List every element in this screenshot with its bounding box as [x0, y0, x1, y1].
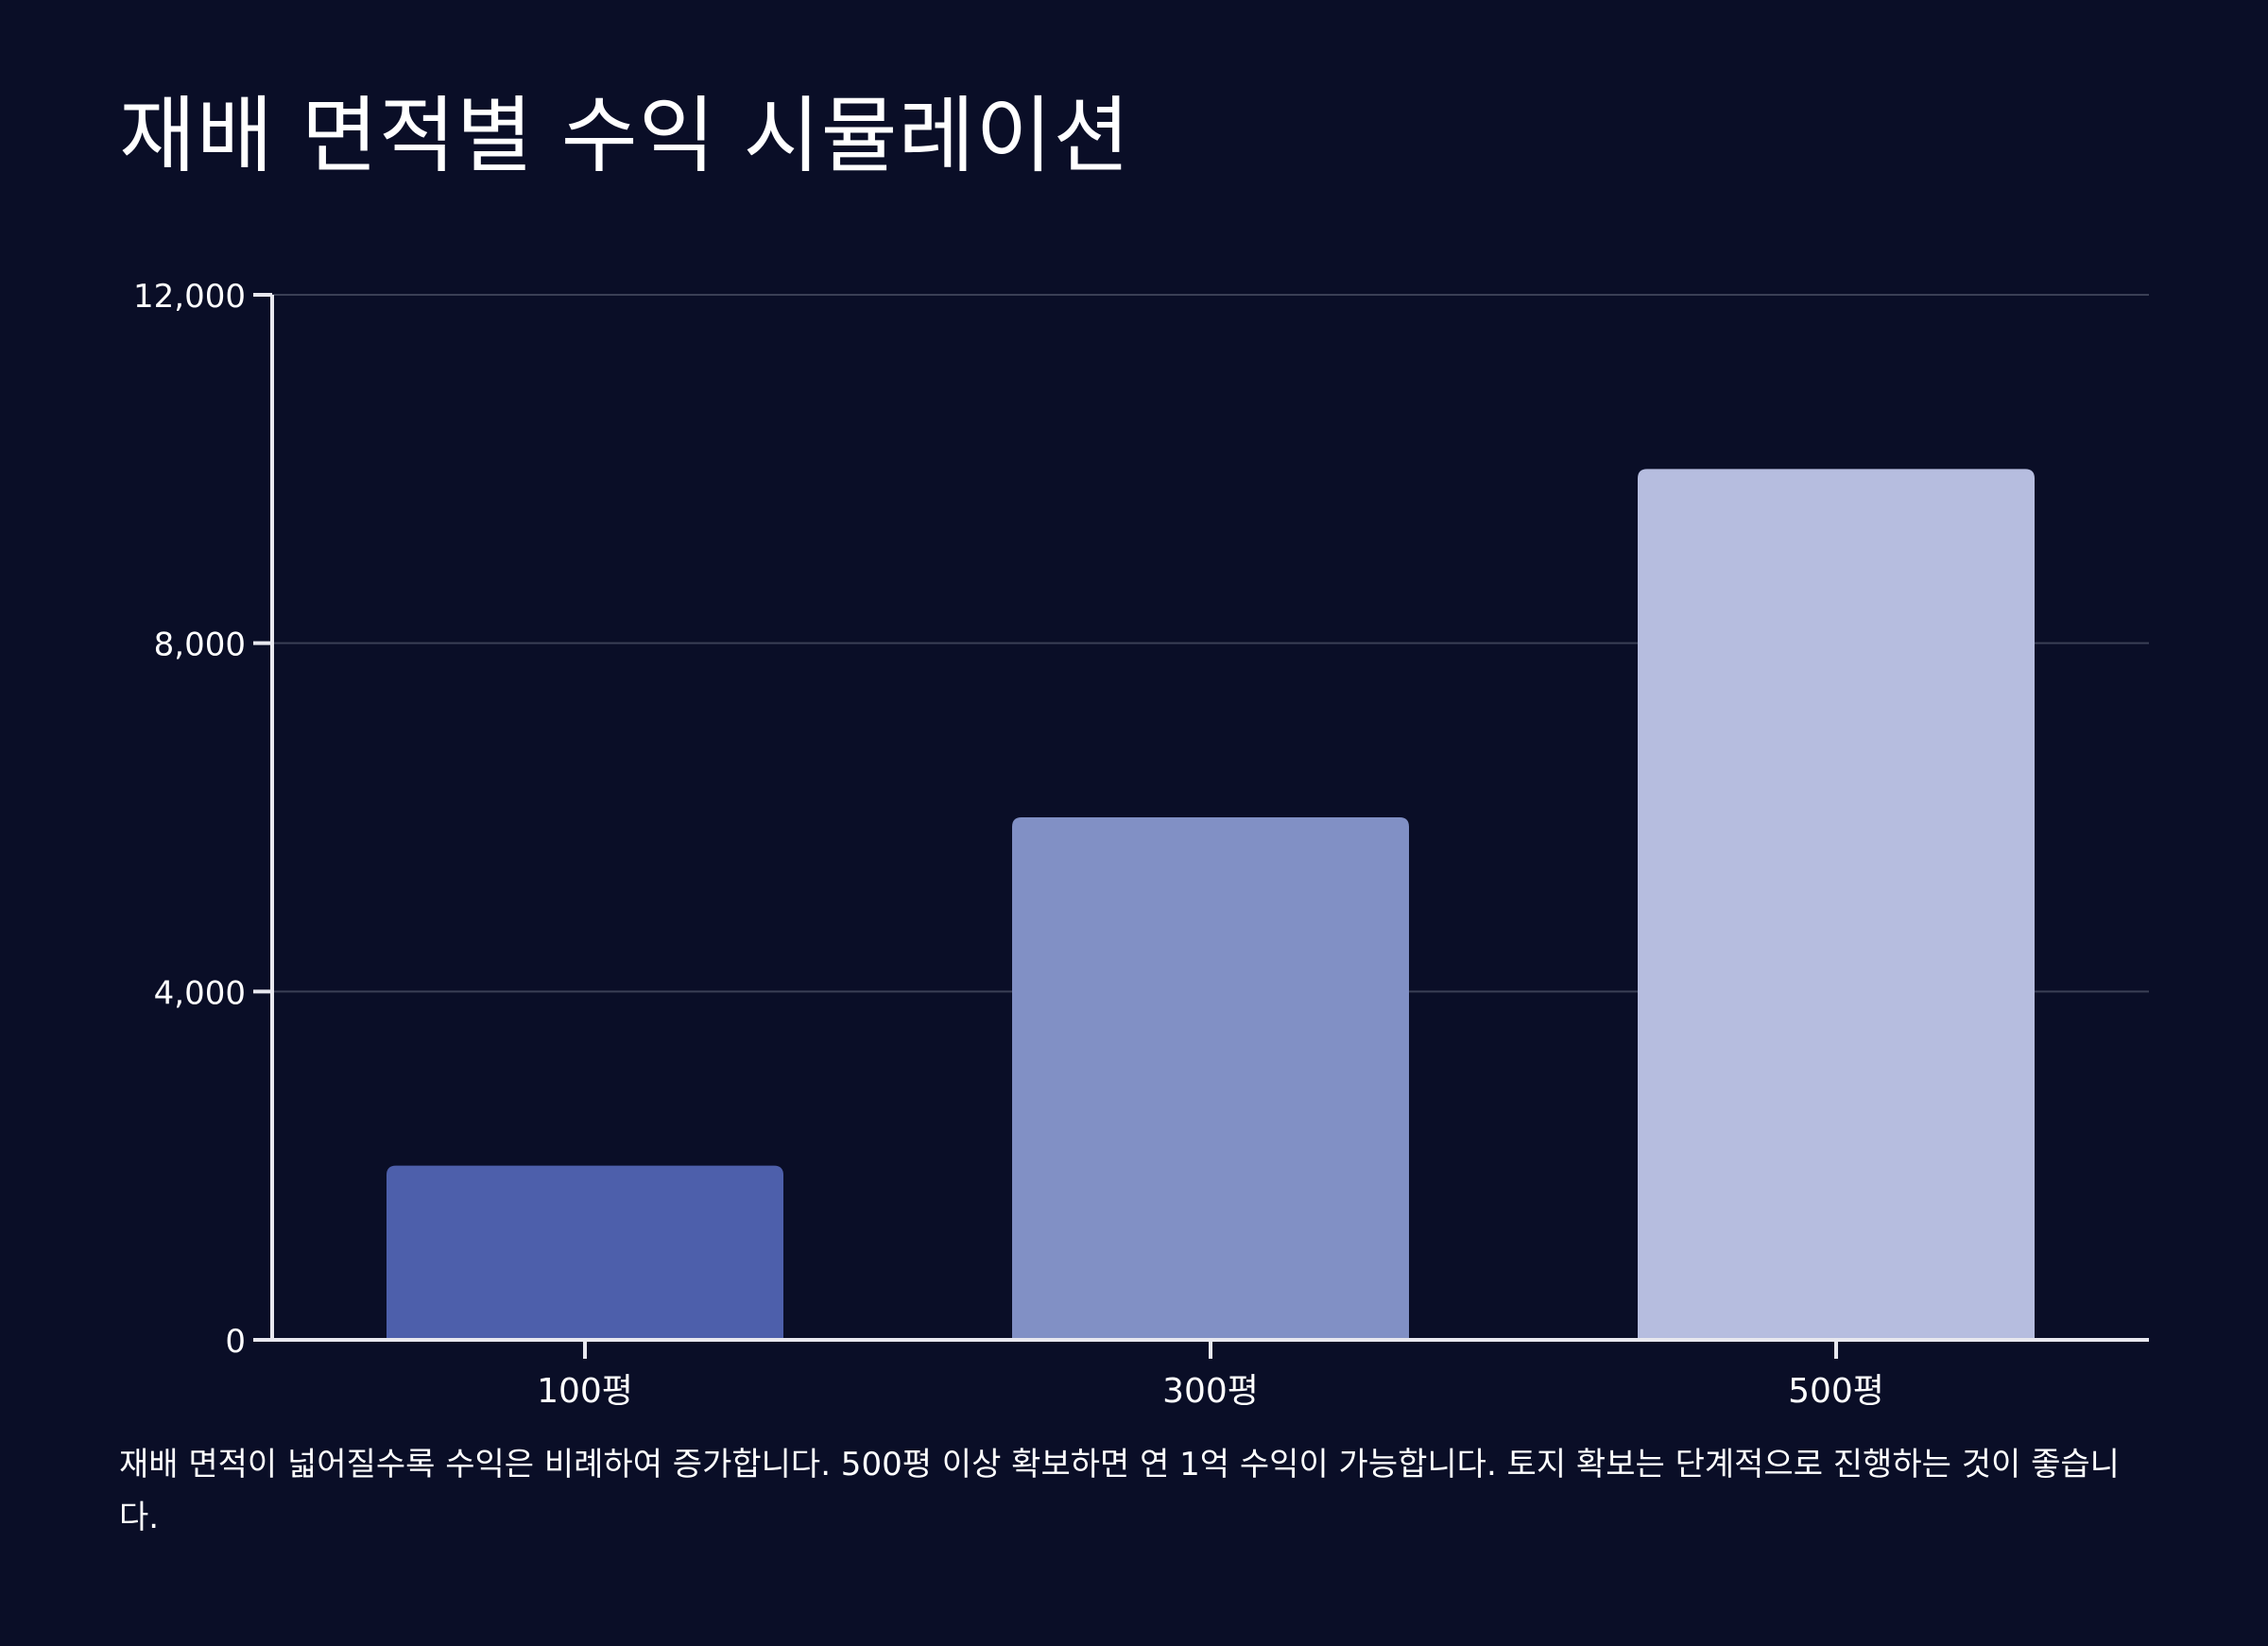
- bar-2: [1012, 817, 1409, 1340]
- chart-caption: 재배 면적이 넓어질수록 수익은 비례하여 증가합니다. 500평 이상 확보하…: [119, 1446, 2120, 1536]
- y-tick-label: 0: [225, 1323, 246, 1361]
- x-tick-label: 100평: [537, 1372, 633, 1411]
- bar-1: [387, 1165, 783, 1340]
- y-tick-label: 8,000: [154, 626, 246, 664]
- axes: [253, 293, 2149, 1359]
- bars: [387, 469, 2035, 1340]
- x-tick-label: 300평: [1162, 1372, 1259, 1411]
- tick-labels: 0 4,000 8,000 12,000 100평 300평 500평: [133, 278, 1884, 1411]
- x-tick-label: 500평: [1788, 1372, 1884, 1411]
- y-tick-label: 4,000: [154, 974, 246, 1012]
- chart-title: 재배 면적별 수익 시뮬레이션: [119, 87, 1131, 184]
- bar-3: [1638, 469, 2035, 1340]
- y-tick-label: 12,000: [133, 278, 246, 316]
